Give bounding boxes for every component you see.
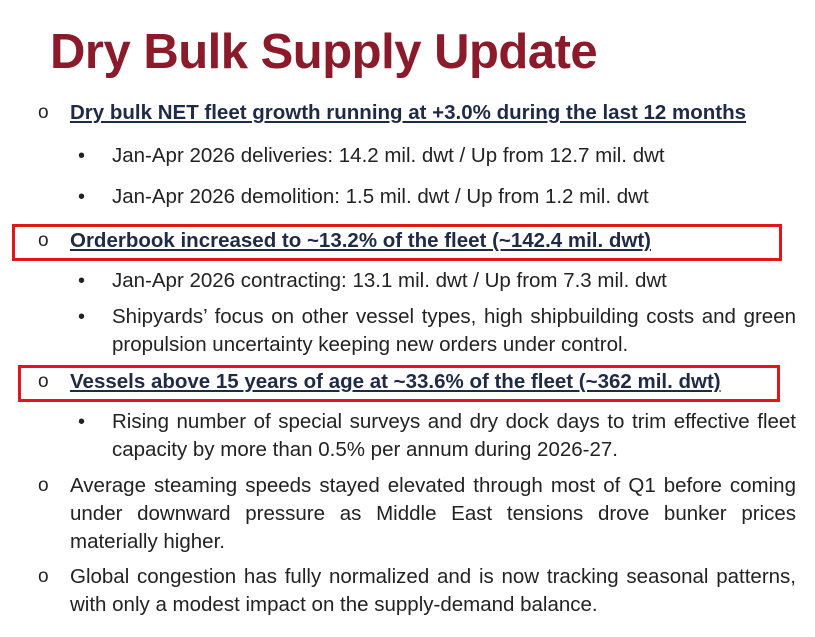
dot-bullet-icon: • <box>78 145 86 167</box>
dot-bullet-icon: • <box>78 186 86 208</box>
heading-text: Orderbook increased to ~13.2% of the fle… <box>70 229 652 252</box>
section-heading-fleet-growth: o Dry bulk NET fleet growth running at +… <box>38 99 796 127</box>
section-heading-orderbook: o Orderbook increased to ~13.2% of the f… <box>38 227 796 255</box>
highlight-box-vessel-age <box>18 365 780 402</box>
hollow-circle-bullet-icon: o <box>38 566 49 587</box>
section-heading-vessel-age: o Vessels above 15 years of age at ~33.6… <box>38 368 796 396</box>
dot-bullet-icon: • <box>78 270 86 292</box>
list-item-shipyards-focus: • Shipyards’ focus on other vessel types… <box>78 303 796 359</box>
dot-bullet-icon: • <box>78 411 86 433</box>
bullet-text: Shipyards’ focus on other vessel types, … <box>112 305 796 356</box>
page-title: Dry Bulk Supply Update <box>50 25 598 79</box>
highlight-box-orderbook <box>12 224 782 261</box>
hollow-circle-bullet-icon: o <box>38 102 49 123</box>
list-item-global-congestion: o Global congestion has fully normalized… <box>38 563 796 619</box>
list-item-deliveries: • Jan-Apr 2026 deliveries: 14.2 mil. dwt… <box>78 142 796 170</box>
heading-text: Vessels above 15 years of age at ~33.6% … <box>70 370 721 393</box>
list-item-steaming-speeds: o Average steaming speeds stayed elevate… <box>38 472 796 556</box>
bullet-text: Rising number of special surveys and dry… <box>112 410 796 461</box>
list-item-contracting: • Jan-Apr 2026 contracting: 13.1 mil. dw… <box>78 267 796 295</box>
hollow-circle-bullet-icon: o <box>38 475 49 496</box>
heading-text: Dry bulk NET fleet growth running at +3.… <box>70 101 747 124</box>
bullet-text: Jan-Apr 2026 contracting: 13.1 mil. dwt … <box>112 269 667 292</box>
bullet-text: Jan-Apr 2026 demolition: 1.5 mil. dwt / … <box>112 185 649 208</box>
list-item-special-surveys: • Rising number of special surveys and d… <box>78 408 796 464</box>
hollow-circle-bullet-icon: o <box>38 230 49 251</box>
bullet-text: Average steaming speeds stayed elevated … <box>70 474 796 553</box>
hollow-circle-bullet-icon: o <box>38 371 49 392</box>
bullet-text: Global congestion has fully normalized a… <box>70 565 796 616</box>
dot-bullet-icon: • <box>78 306 86 328</box>
list-item-demolition: • Jan-Apr 2026 demolition: 1.5 mil. dwt … <box>78 183 796 211</box>
bullet-text: Jan-Apr 2026 deliveries: 14.2 mil. dwt /… <box>112 144 665 167</box>
